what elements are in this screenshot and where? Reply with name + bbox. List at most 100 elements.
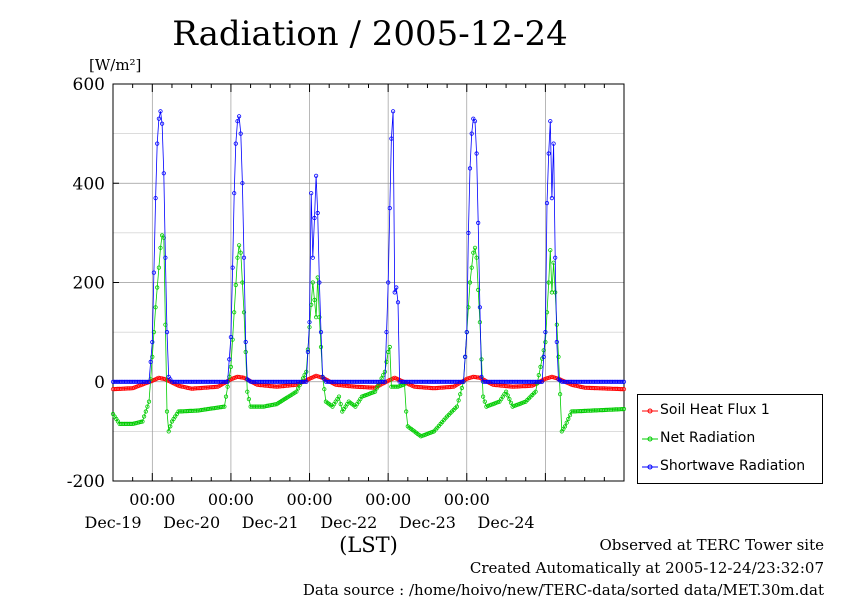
- series-point-net-radiation: [295, 386, 301, 391]
- series-point-shortwave-radiation: [554, 339, 559, 345]
- series-point-shortwave-radiation: [472, 119, 478, 124]
- series-point-shortwave-radiation: [461, 379, 466, 384]
- series-point-net-radiation: [156, 265, 161, 270]
- series-point-shortwave-radiation: [163, 255, 168, 260]
- x-tick-label-time: 00:00: [286, 490, 332, 509]
- legend-marker-net-radiation: [642, 436, 658, 442]
- series-point-shortwave-radiation: [305, 349, 310, 355]
- x-day-label: Dec-24: [478, 513, 535, 532]
- footer-source: Data source : /home/hoivo/new/TERC-data/…: [302, 581, 824, 599]
- y-tick-label: 400: [73, 174, 105, 194]
- series-point-net-radiation: [155, 285, 160, 290]
- series-point-shortwave-radiation: [238, 131, 243, 136]
- series-point-net-radiation: [562, 424, 568, 429]
- series-point-net-radiation: [567, 413, 573, 418]
- series-point-net-radiation: [546, 280, 551, 285]
- series-point-net-radiation: [304, 369, 309, 374]
- series-point-net-radiation: [482, 399, 487, 404]
- series-point-shortwave-radiation: [307, 320, 312, 325]
- series-point-shortwave-radiation: [237, 114, 242, 119]
- series-point-net-radiation: [318, 344, 324, 350]
- series-point-net-radiation: [223, 394, 229, 399]
- series-point-shortwave-radiation: [390, 109, 396, 114]
- series-point-net-radiation: [138, 419, 143, 424]
- series-point-shortwave-radiation: [382, 379, 387, 384]
- series-point-net-radiation: [294, 389, 299, 394]
- series-point-net-radiation: [246, 396, 251, 402]
- series-point-net-radiation: [235, 255, 240, 260]
- series-point-net-radiation: [387, 344, 392, 350]
- series-point-shortwave-radiation: [541, 354, 546, 359]
- series-point-shortwave-radiation: [304, 379, 309, 384]
- series-point-net-radiation: [404, 409, 409, 414]
- series-point-net-radiation: [233, 282, 238, 288]
- series-point-shortwave-radiation: [228, 334, 233, 340]
- series-point-shortwave-radiation: [318, 329, 324, 335]
- series-point-net-radiation: [472, 245, 478, 250]
- legend-marker-shortwave-radiation: [642, 464, 658, 470]
- series-point-net-radiation: [150, 354, 155, 359]
- series-point-net-radiation: [533, 389, 538, 394]
- series-point-shortwave-radiation: [155, 141, 160, 146]
- series-point-shortwave-radiation: [621, 379, 627, 384]
- series-point-shortwave-radiation: [243, 339, 248, 345]
- series-point-net-radiation: [232, 310, 237, 315]
- legend-item: Net Radiation: [638, 429, 822, 449]
- footer-observed: Observed at TERC Tower site: [599, 536, 824, 554]
- series-point-net-radiation: [168, 424, 173, 429]
- series-point-net-radiation: [566, 416, 571, 422]
- series-point-net-radiation: [312, 297, 317, 302]
- series-point-net-radiation: [543, 339, 548, 345]
- chart-title: Radiation / 2005-12-24: [172, 14, 568, 54]
- series-point-shortwave-radiation: [312, 215, 317, 221]
- series-point-shortwave-radiation: [469, 131, 474, 136]
- series-point-net-radiation: [621, 406, 627, 412]
- series-point-net-radiation: [222, 404, 227, 409]
- series-point-net-radiation: [140, 419, 145, 424]
- series-point-shortwave-radiation: [164, 329, 170, 335]
- series-point-net-radiation: [143, 409, 148, 414]
- y-tick-label: 600: [73, 75, 105, 95]
- series-point-shortwave-radiation: [620, 379, 625, 384]
- y-tick-label: 200: [73, 274, 105, 294]
- series-point-net-radiation: [322, 387, 327, 392]
- series-point-shortwave-radiation: [227, 357, 232, 362]
- legend-item: Soil Heat Flux 1: [638, 401, 822, 421]
- series-point-net-radiation: [386, 349, 391, 355]
- series-point-shortwave-radiation: [225, 379, 230, 384]
- series-point-net-radiation: [505, 393, 510, 398]
- series-point-shortwave-radiation: [464, 329, 469, 335]
- series-point-net-radiation: [469, 265, 474, 270]
- series-point-net-radiation: [238, 250, 243, 255]
- series-point-shortwave-radiation: [467, 166, 473, 171]
- legend-label: Soil Heat Flux 1: [660, 402, 770, 418]
- series-point-shortwave-radiation: [387, 206, 392, 211]
- series-point-shortwave-radiation: [462, 354, 468, 359]
- series-point-shortwave-radiation: [235, 119, 240, 124]
- series-point-shortwave-radiation: [548, 119, 553, 124]
- series-point-net-radiation: [467, 280, 473, 285]
- series-point-net-radiation: [384, 359, 389, 364]
- series-point-shortwave-radiation: [160, 121, 165, 126]
- series-point-net-radiation: [310, 280, 315, 285]
- series-point-shortwave-radiation: [241, 255, 247, 260]
- series-point-net-radiation: [166, 429, 171, 434]
- series-point-shortwave-radiation: [151, 270, 156, 275]
- series-point-shortwave-radiation: [315, 210, 320, 216]
- series-point-net-radiation: [507, 396, 512, 402]
- series-point-soil-heat-flux-1: [620, 386, 625, 392]
- series-point-net-radiation: [153, 305, 158, 310]
- x-axis-label: (LST): [339, 533, 398, 557]
- series-point-soil-heat-flux-1: [621, 387, 627, 392]
- series-point-net-radiation: [456, 398, 461, 403]
- legend-label: Net Radiation: [660, 430, 756, 446]
- series-point-shortwave-radiation: [538, 379, 543, 384]
- series-point-net-radiation: [557, 392, 563, 397]
- series-point-shortwave-radiation: [232, 191, 237, 196]
- series-point-net-radiation: [538, 364, 543, 369]
- series-point-net-radiation: [317, 315, 322, 320]
- series-point-net-radiation: [372, 389, 378, 394]
- series-point-shortwave-radiation: [551, 141, 556, 146]
- series-point-net-radiation: [146, 399, 152, 404]
